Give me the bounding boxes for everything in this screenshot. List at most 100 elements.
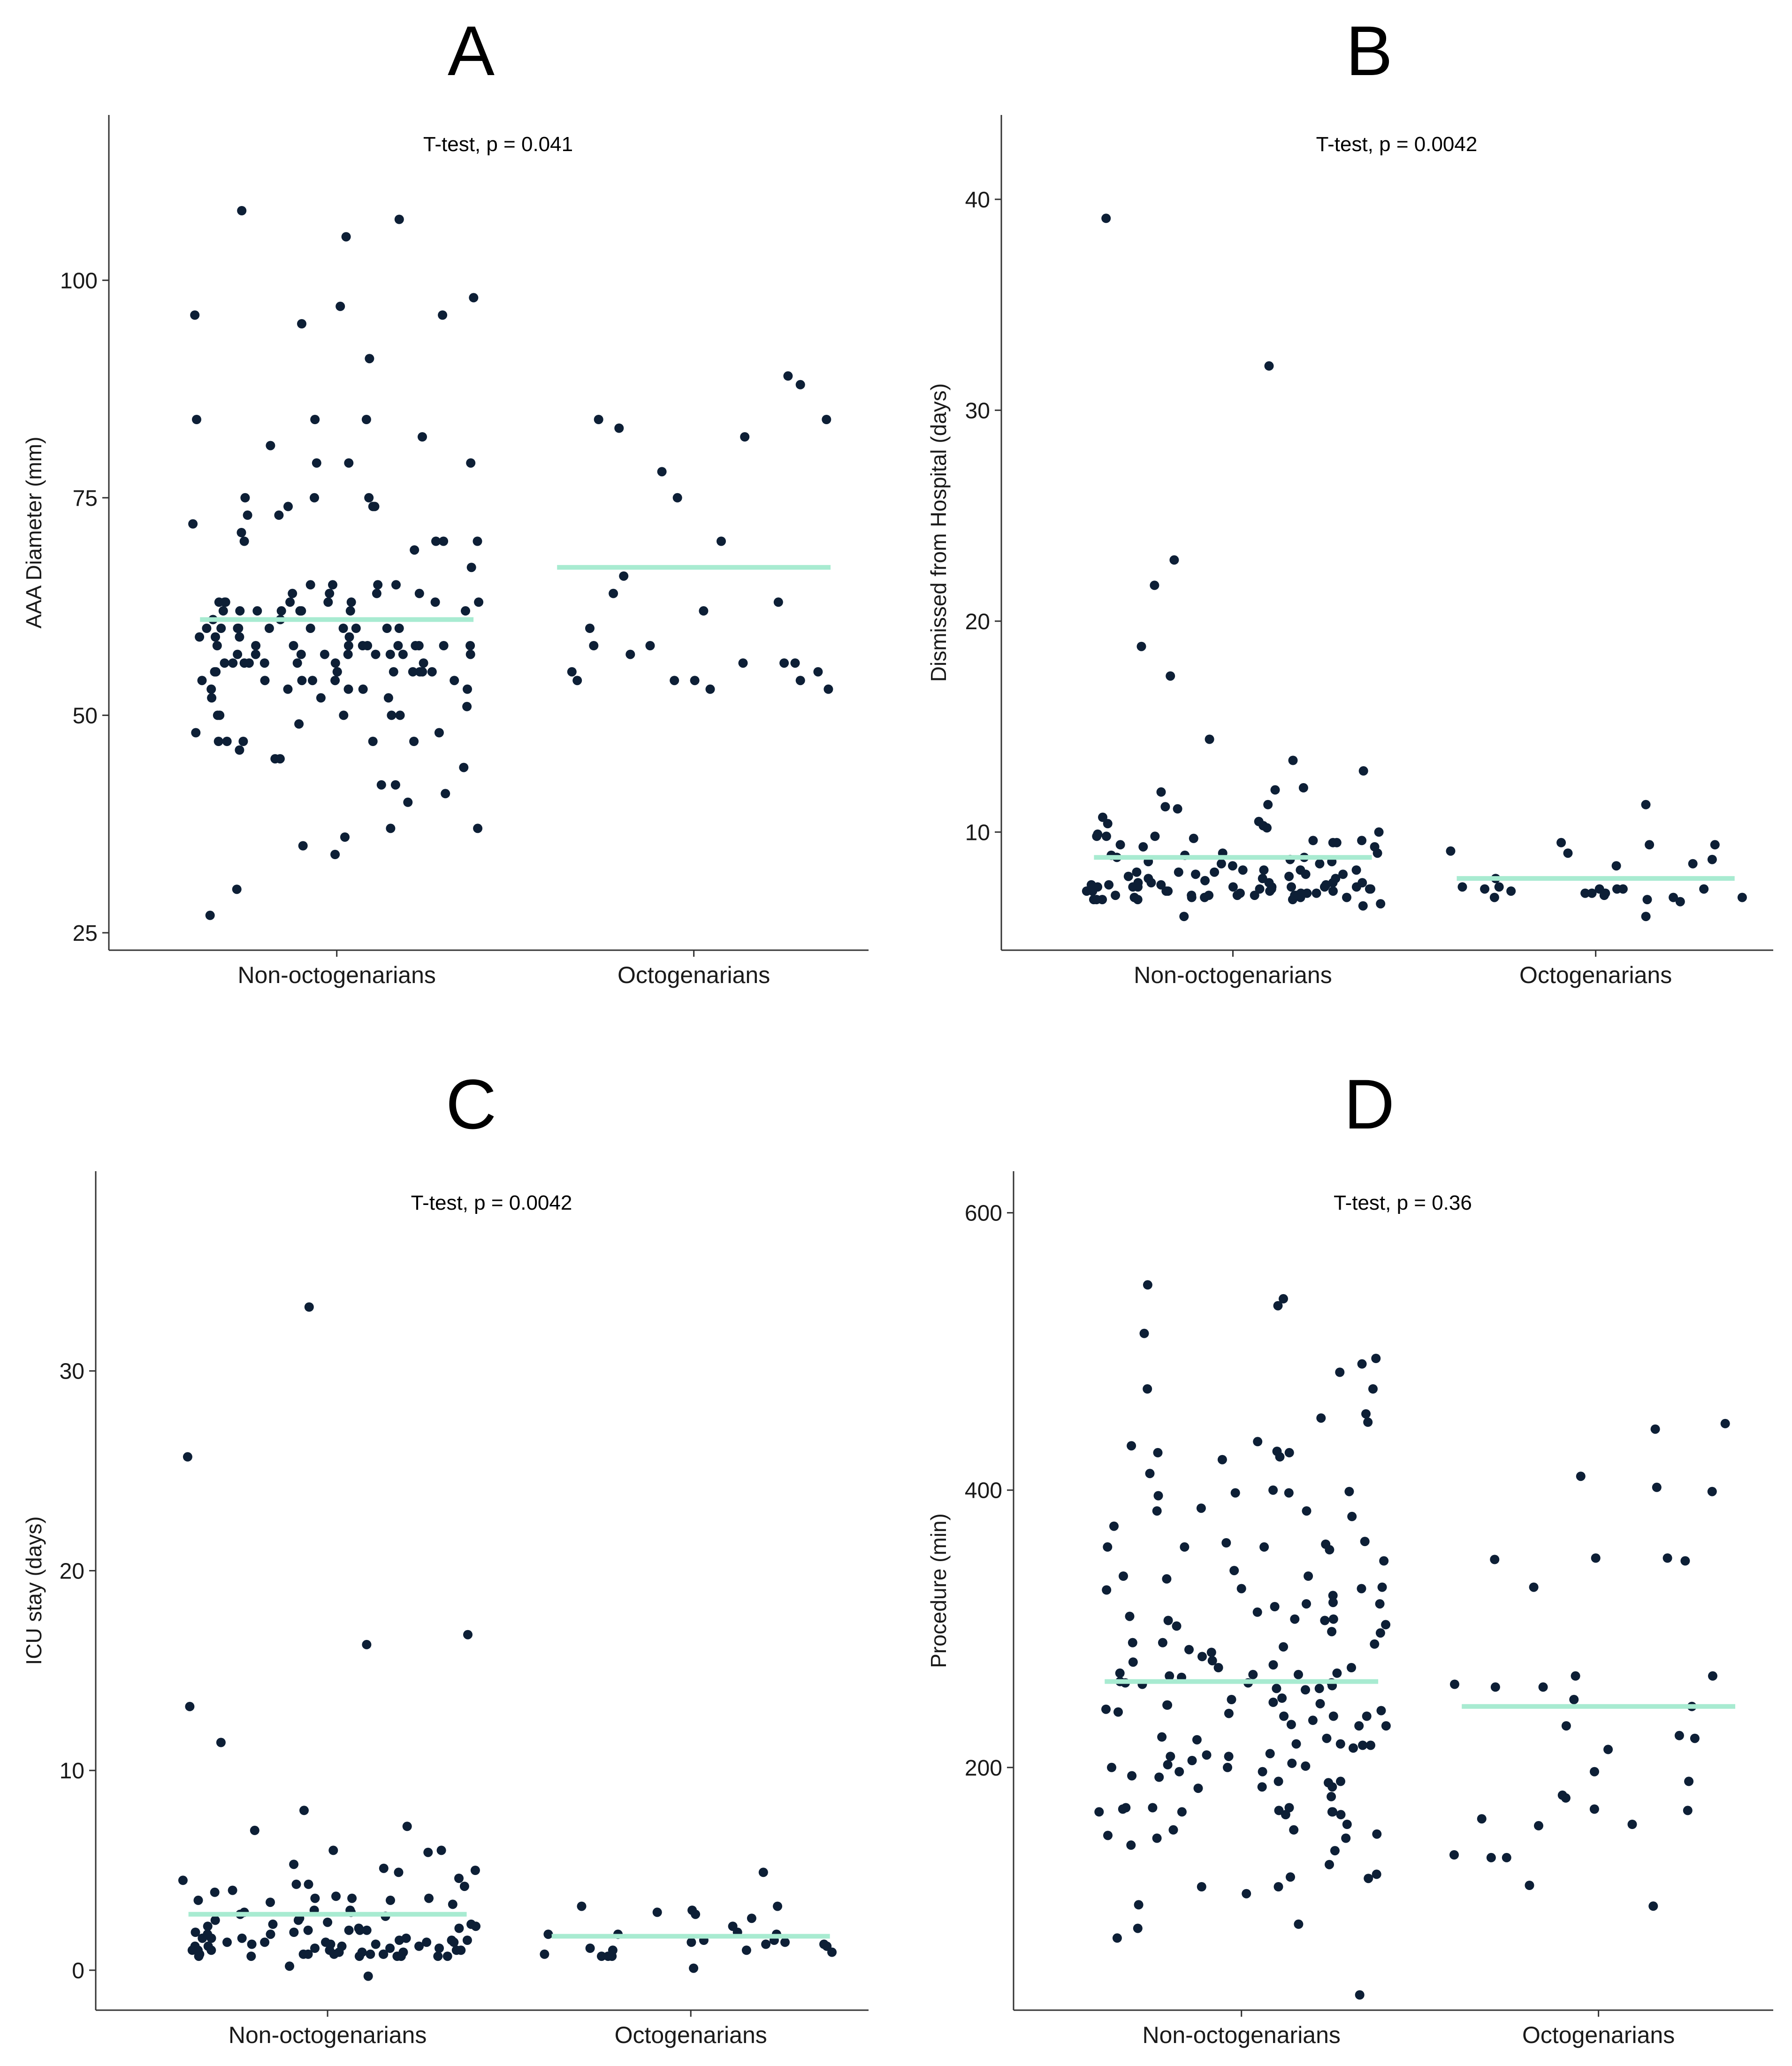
data-point [1150, 580, 1159, 590]
data-point [385, 1944, 395, 1953]
data-point [1357, 836, 1367, 846]
data-point [235, 632, 244, 642]
data-point [325, 588, 335, 598]
data-point [1268, 1660, 1278, 1670]
data-point [466, 563, 476, 572]
data-point [699, 606, 709, 616]
data-point [1319, 882, 1329, 892]
data-point [210, 1887, 220, 1897]
data-point [1457, 882, 1467, 892]
data-point [1556, 838, 1566, 847]
data-point [431, 536, 441, 546]
data-point [1351, 882, 1361, 892]
data-point [212, 641, 222, 650]
data-point [1086, 880, 1096, 890]
data-point [1163, 1700, 1173, 1710]
data-point [403, 797, 413, 807]
data-point [1449, 1850, 1459, 1860]
data-point [1308, 1715, 1318, 1725]
data-point [203, 1929, 213, 1939]
data-point [365, 354, 374, 364]
data-point [276, 606, 286, 616]
data-point [341, 232, 351, 242]
data-point [1273, 1882, 1283, 1891]
data-point [1270, 1602, 1280, 1611]
data-point [1259, 1542, 1269, 1552]
data-point [1109, 1521, 1119, 1531]
data-point [1327, 1627, 1337, 1637]
y-tick-label: 600 [965, 1201, 1002, 1226]
data-point [1294, 1670, 1303, 1679]
data-point [1156, 880, 1166, 890]
data-point [310, 1893, 320, 1903]
data-point [1257, 1782, 1267, 1792]
data-point [238, 737, 248, 746]
y-tick-label: 30 [965, 398, 990, 423]
data-point [1126, 1840, 1136, 1850]
data-point [1273, 1776, 1283, 1786]
data-point [398, 649, 408, 659]
data-point [401, 1933, 411, 1943]
data-point [338, 624, 348, 633]
data-point [1327, 1782, 1337, 1792]
data-point [1128, 1638, 1137, 1647]
data-point [390, 780, 400, 790]
data-point [368, 737, 378, 746]
data-point [191, 1928, 200, 1937]
data-point [297, 319, 306, 328]
data-point [1287, 882, 1296, 892]
y-tick-label: 10 [965, 820, 990, 845]
data-point [1342, 892, 1351, 902]
data-point [1490, 1555, 1500, 1564]
data-point [340, 832, 350, 842]
data-point [1200, 876, 1210, 885]
y-axis-title: Procedure (min) [926, 1513, 951, 1668]
data-point [1156, 787, 1166, 797]
data-point [252, 606, 262, 616]
data-point [1314, 1684, 1324, 1693]
data-point [354, 1952, 364, 1961]
data-point [1290, 1614, 1300, 1624]
data-point [1669, 892, 1678, 902]
data-point [1351, 865, 1361, 875]
data-point [740, 432, 750, 442]
test-annotation: T-test, p = 0.0042 [411, 1191, 572, 1214]
data-point [1315, 1699, 1325, 1708]
data-point [1365, 884, 1374, 894]
data-point [543, 1929, 553, 1939]
data-point [222, 737, 232, 746]
data-point [207, 693, 217, 703]
data-point [235, 745, 244, 755]
data-point [1274, 1806, 1284, 1815]
data-point [447, 1936, 457, 1945]
data-point [1145, 1469, 1155, 1479]
data-point [430, 597, 440, 607]
y-tick-label: 25 [73, 921, 98, 946]
data-point [1262, 823, 1272, 833]
data-point [1446, 846, 1456, 856]
data-point [1268, 1697, 1278, 1707]
data-point [1708, 1671, 1717, 1681]
data-point [330, 676, 340, 686]
data-point [346, 597, 356, 607]
data-point [1538, 1682, 1548, 1692]
data-point [1376, 1706, 1386, 1715]
data-point [1381, 1721, 1391, 1731]
data-point [1197, 1652, 1207, 1662]
x-tick-label: Octogenarians [1522, 2022, 1675, 2048]
data-point [1361, 1409, 1371, 1419]
data-point [370, 502, 380, 511]
data-point [1642, 895, 1652, 905]
data-point [234, 624, 244, 633]
data-point [1132, 867, 1142, 877]
data-point [1252, 1607, 1262, 1617]
y-tick-label: 20 [60, 1559, 84, 1584]
data-point [691, 1909, 701, 1919]
data-point [473, 823, 483, 833]
data-point [1321, 1540, 1331, 1549]
data-point [1377, 1582, 1387, 1592]
data-point [1197, 1882, 1206, 1891]
data-point [747, 1914, 756, 1923]
data-point [251, 649, 260, 659]
data-point [427, 667, 437, 677]
